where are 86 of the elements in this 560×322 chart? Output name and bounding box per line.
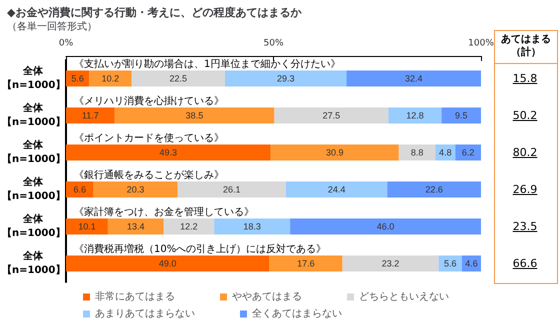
text: あてはまる（計） xyxy=(495,30,557,64)
data-label: 6.6 xyxy=(73,184,86,194)
data-label: 6.2 xyxy=(462,148,474,158)
text: 50.2 xyxy=(512,108,538,122)
annotation: 《家計簿をつけ、お金を管理している》 xyxy=(74,206,254,218)
annotation: 《メリハリ消費を心掛けている》 xyxy=(74,95,224,107)
data-label: 27.5 xyxy=(322,110,340,120)
bar xyxy=(387,182,481,198)
data-label: 10.1 xyxy=(78,222,96,232)
y-tick-label: 全体【n=1000】 xyxy=(2,212,66,240)
bar xyxy=(66,144,271,160)
annotation: 《支払いが割り勘の場合は、1円単位まで細かく分けたい》 xyxy=(74,58,340,70)
data-label: 4.6 xyxy=(465,258,478,268)
bar xyxy=(286,182,388,198)
bar xyxy=(89,70,132,86)
legend-label: どちらともいえない xyxy=(359,292,449,302)
legend-label: あまりあてはまらない xyxy=(95,308,195,320)
data-label: 18.3 xyxy=(243,222,261,232)
bar xyxy=(164,218,214,234)
bar xyxy=(442,108,481,124)
bar xyxy=(178,182,286,198)
text: 66.6 xyxy=(512,256,538,270)
bar xyxy=(132,70,225,86)
bar xyxy=(290,218,481,234)
data-label: 11.7 xyxy=(82,110,99,120)
y-tick-label: 全体【n=1000】 xyxy=(2,176,66,204)
bar xyxy=(108,218,164,234)
data-label: 4.8 xyxy=(439,148,452,158)
data-label: 49.3 xyxy=(160,148,178,158)
data-label: 38.5 xyxy=(186,110,204,120)
data-label: 23.2 xyxy=(382,258,400,268)
chart-subtitle: （各単一回答形式） xyxy=(7,20,97,32)
data-label: 8.8 xyxy=(410,148,424,158)
bar xyxy=(66,182,94,198)
y-tick-label: 全体【n=1000】 xyxy=(2,64,66,92)
bar xyxy=(388,108,442,124)
annotation: 《銀行通帳をみることが楽しみ》 xyxy=(74,169,224,181)
bar xyxy=(66,218,108,234)
bar xyxy=(346,70,481,86)
data-label: 24.4 xyxy=(328,184,346,194)
data-label: 9.5 xyxy=(455,110,468,120)
annotation: 《ポイントカードを使っている》 xyxy=(74,132,224,144)
y-tick-label: 全体【n=1000】 xyxy=(2,102,66,130)
bar xyxy=(398,144,436,160)
x-tick-label: 50% xyxy=(263,38,284,48)
bar xyxy=(66,256,270,272)
bar xyxy=(270,144,399,160)
y-tick-label: 全体【n=1000】 xyxy=(2,250,66,278)
x-tick-label: 100% xyxy=(468,38,494,48)
data-label: 32.4 xyxy=(405,74,423,84)
bar xyxy=(455,144,481,160)
data-label: 12.8 xyxy=(406,110,424,120)
bar xyxy=(114,108,274,124)
chart-title: ◆お金や消費に関する行動・考えに、どの程度あてはまるか xyxy=(7,6,302,19)
bar xyxy=(66,108,115,124)
data-label: 22.6 xyxy=(425,184,443,194)
data-label: 49.0 xyxy=(158,258,176,268)
text: 23.5 xyxy=(512,220,538,232)
text: 15.8 xyxy=(512,72,538,84)
x-tick-label: 0% xyxy=(58,38,74,48)
text: 26.9 xyxy=(512,182,538,196)
bar xyxy=(214,218,290,234)
data-label: 30.9 xyxy=(326,148,344,158)
data-label: 5.6 xyxy=(71,74,84,84)
data-label: 26.1 xyxy=(223,184,241,194)
annotation: 《消費税再増税（10%への引き上げ）には反対である》 xyxy=(74,243,326,255)
text: 80.2 xyxy=(512,146,538,158)
data-label: 22.5 xyxy=(169,74,188,84)
bar xyxy=(274,108,388,124)
legend-label: 非常にあてはまる xyxy=(95,290,175,302)
bar xyxy=(342,256,439,272)
data-label: 20.3 xyxy=(126,184,144,194)
legend-label: ややあてはまる xyxy=(232,292,302,302)
data-label: 5.6 xyxy=(444,258,457,268)
bar xyxy=(438,256,462,272)
data-label: 10.2 xyxy=(102,74,120,84)
bar xyxy=(93,182,178,198)
data-label: 17.6 xyxy=(297,258,315,268)
data-label: 12.2 xyxy=(180,222,198,232)
data-label: 46.0 xyxy=(376,222,394,232)
data-label: 29.3 xyxy=(276,74,295,84)
bar xyxy=(269,256,342,272)
bar xyxy=(224,70,347,86)
y-tick-label: 全体【n=1000】 xyxy=(2,138,66,166)
legend-label: 全くあてはまらない xyxy=(252,308,342,320)
data-label: 13.4 xyxy=(126,222,144,232)
